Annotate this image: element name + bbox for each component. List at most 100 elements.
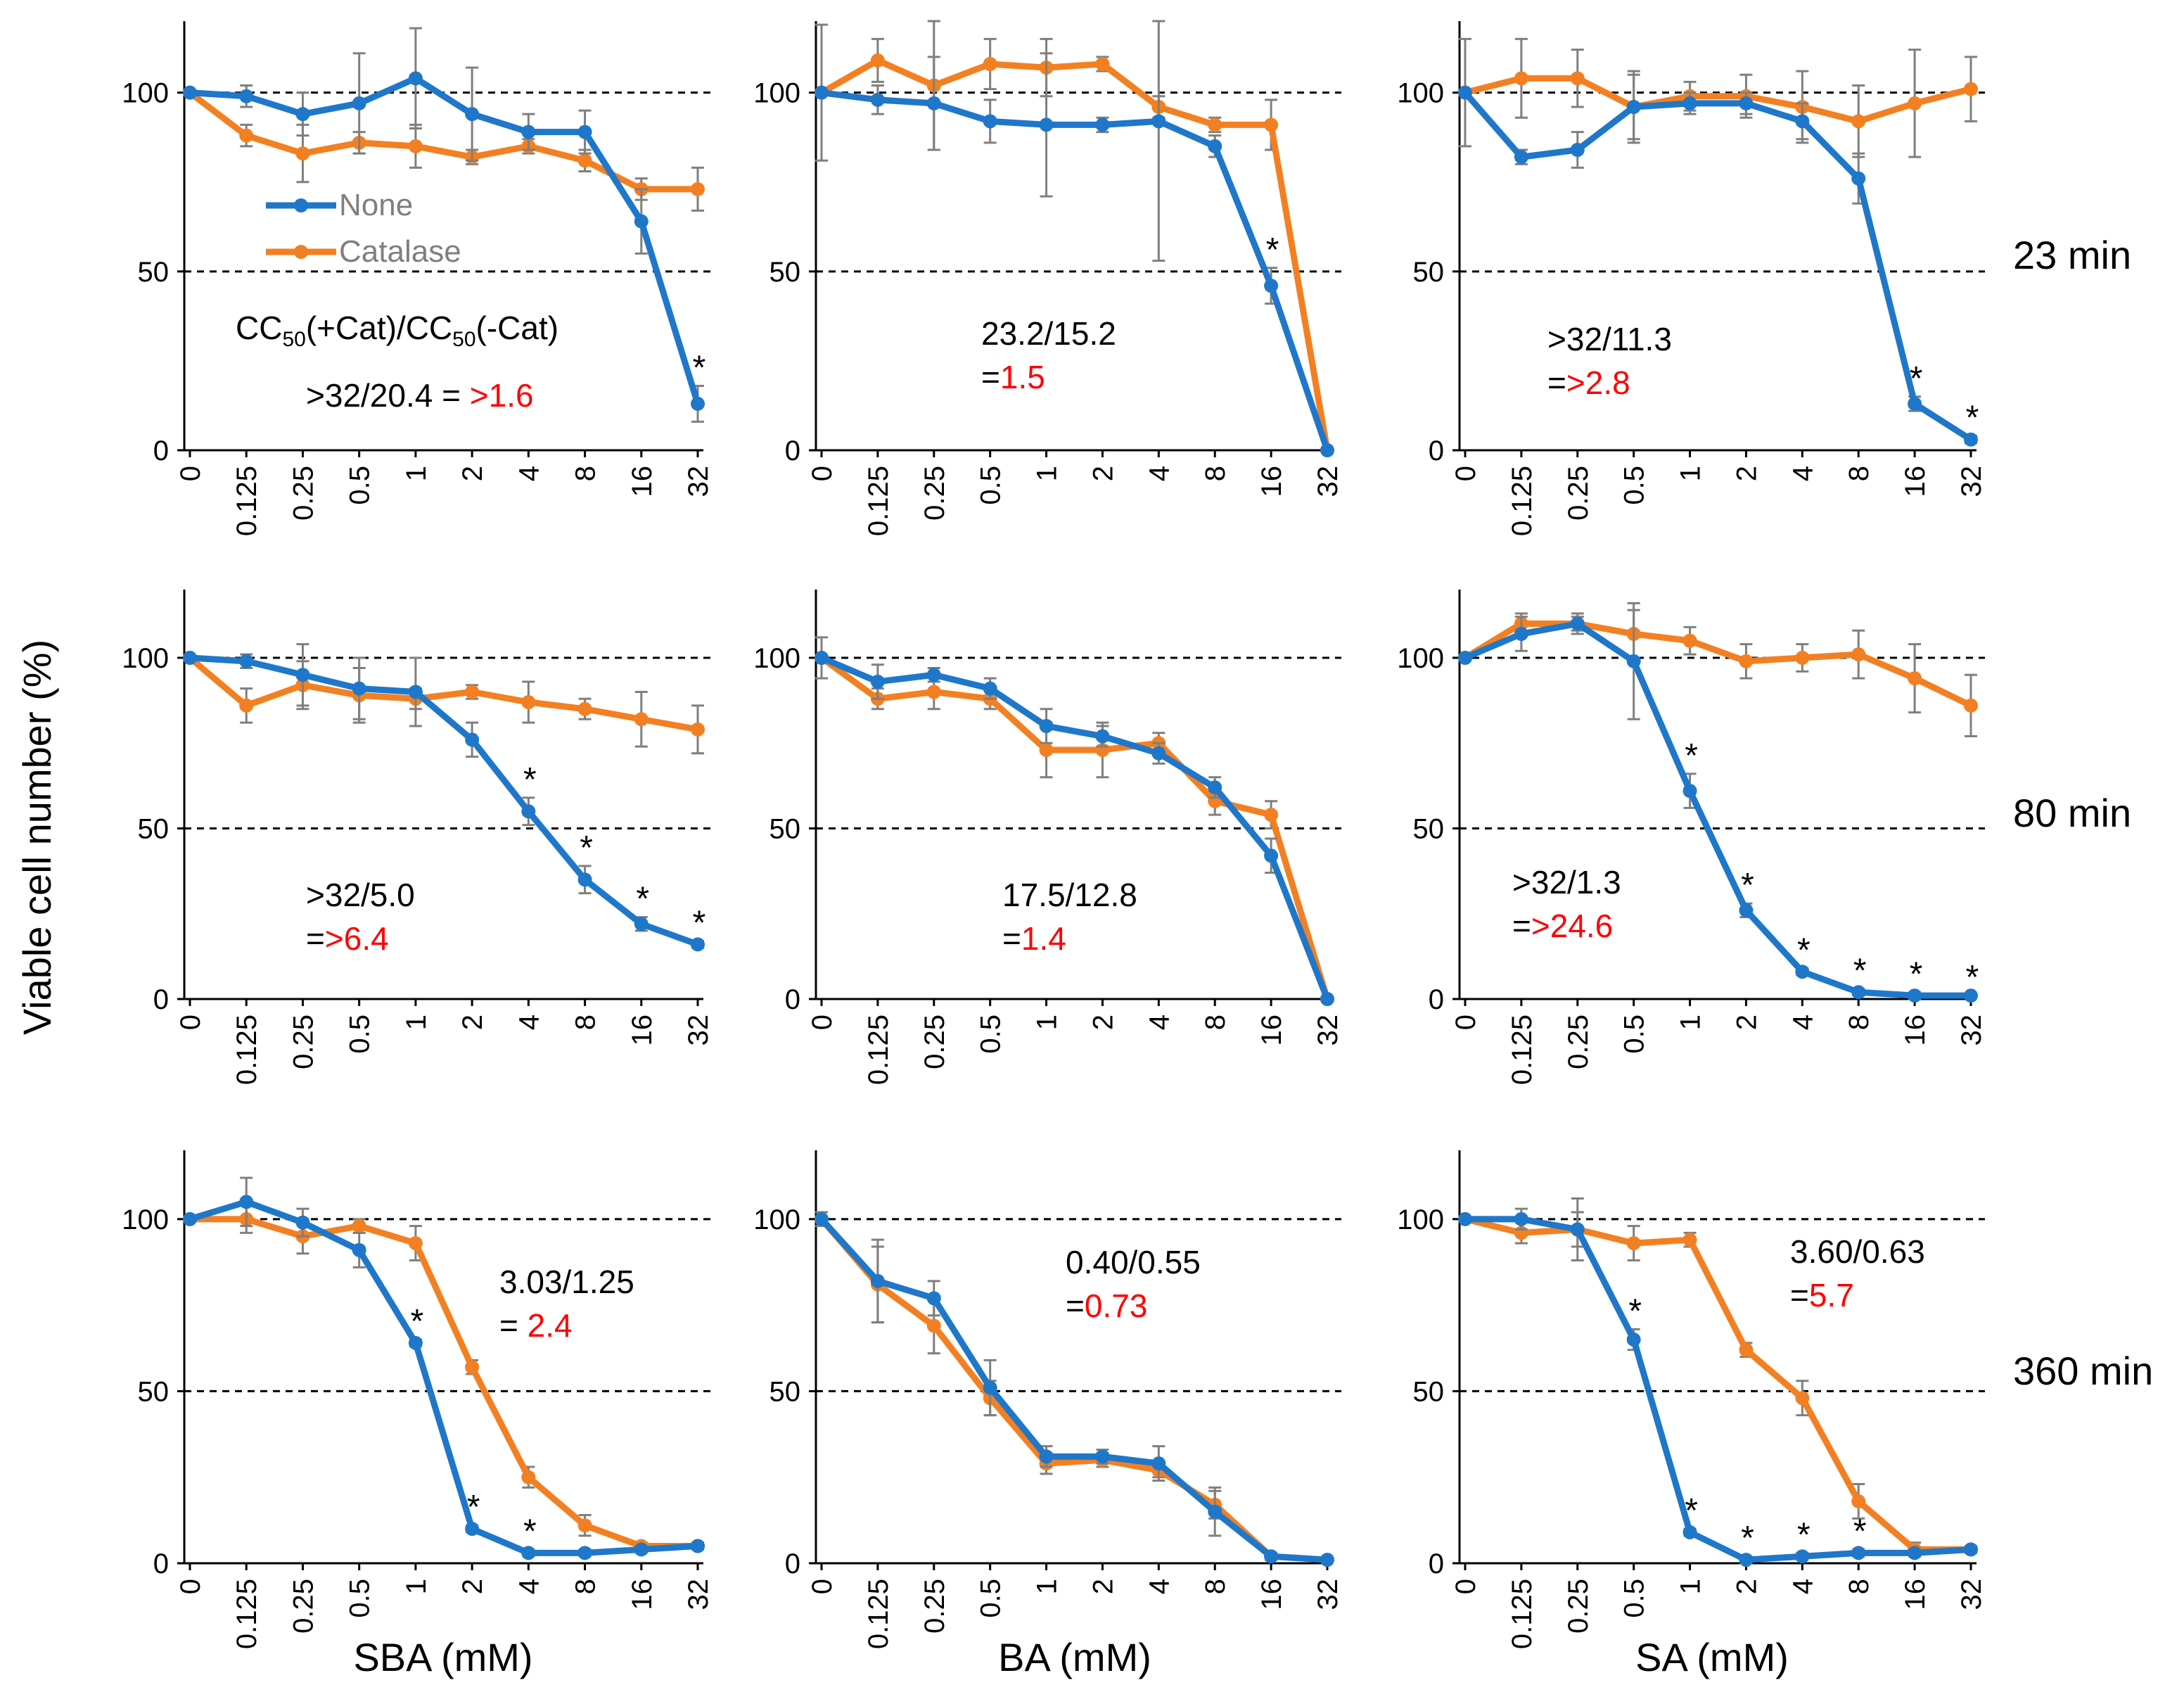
data-point-none	[1908, 1546, 1922, 1560]
ratio-values: >32/20.4 =	[306, 377, 470, 414]
data-point-none	[983, 1380, 997, 1395]
data-point-none	[183, 651, 197, 665]
data-point-none	[1039, 117, 1054, 132]
cc50-ratio-result: =5.7	[1790, 1277, 1854, 1313]
significance-star: *	[1628, 1292, 1642, 1330]
data-point-none	[295, 1215, 310, 1230]
data-point-none	[1458, 1211, 1472, 1226]
data-point-none	[1682, 96, 1697, 110]
x-tick-label: 4	[1787, 1014, 1818, 1030]
x-tick-label: 0.5	[976, 466, 1007, 505]
x-tick-label: 4	[513, 1014, 544, 1030]
ratio-value: 1.5	[1000, 359, 1045, 395]
x-tick-label: 8	[1200, 1014, 1231, 1030]
data-point-catalase	[1682, 1233, 1697, 1247]
x-tick-label: 2	[1731, 1579, 1762, 1594]
series-line-catalase	[188, 90, 698, 193]
x-tick-label: 4	[1787, 466, 1818, 481]
panel-ba-360-min: 0 50 100 0 0.125 0.25 0.5 1 2 4 8 16 32 0.40/0.55 =0.7…	[753, 1150, 1343, 1649]
data-point-none	[183, 1211, 197, 1226]
data-point-catalase	[926, 1318, 941, 1333]
panel-sa-23-min: 0 50 100 0 0.125 0.25 0.5 1 2 4 8 16 32 * * >32/11.3 =>2…	[1397, 21, 1987, 536]
cc50-formula: CC50(+Cat)/CC50(-Cat)	[236, 310, 558, 351]
ratio-value: >1.6	[470, 377, 534, 414]
data-point-none	[983, 114, 997, 129]
x-tick-label: 32	[683, 1579, 714, 1610]
x-tick-label: 8	[570, 1014, 601, 1030]
ratio-value: 2.4	[528, 1307, 573, 1344]
data-point-catalase	[634, 712, 649, 727]
significance-star: *	[1966, 400, 1979, 437]
panel-sba-80-min: 0 50 100 0 0.125 0.25 0.5 1 2 4 8 16 32 * * * * >32/5.0 =>…	[122, 590, 714, 1085]
data-point-catalase	[465, 1360, 480, 1375]
data-point-none	[926, 96, 941, 110]
panel-ba-80-min: 0 50 100 0 0.125 0.25 0.5 1 2 4 8 16 32 17.5/12.8 =1.4	[753, 590, 1343, 1085]
ratio-value: 5.7	[1809, 1277, 1854, 1313]
data-point-none	[870, 92, 885, 107]
significance-star: *	[523, 1513, 537, 1550]
data-point-catalase	[870, 53, 885, 68]
data-point-catalase	[521, 1470, 536, 1484]
x-tick-label: 1	[1032, 1579, 1063, 1594]
x-tick-label: 0.125	[863, 1579, 894, 1649]
y-tick-label: 0	[785, 1548, 800, 1579]
data-point-catalase	[295, 146, 310, 161]
data-point-catalase	[1964, 698, 1978, 713]
cc50-ratio-result: =1.4	[1002, 920, 1066, 957]
data-point-none	[1320, 443, 1334, 457]
data-point-none	[1964, 1542, 1978, 1557]
x-tick-label: 4	[1787, 1579, 1818, 1594]
x-tick-label: 0.5	[345, 1579, 376, 1618]
data-point-none	[352, 1242, 366, 1257]
ratio-equals: =	[306, 920, 325, 957]
x-tick-label: 0	[1450, 1014, 1481, 1030]
series-line-none	[189, 75, 701, 405]
data-point-none	[1851, 1546, 1866, 1560]
series-line-catalase	[1464, 1216, 1971, 1553]
series-line-none	[820, 654, 1331, 1000]
data-point-none	[1095, 729, 1110, 744]
significance-star: *	[1741, 867, 1754, 904]
x-tick-label: 0.5	[976, 1014, 1007, 1054]
data-point-none	[1320, 992, 1334, 1006]
data-point-none	[1682, 1525, 1697, 1539]
ratio-value: 1.4	[1021, 920, 1066, 957]
row-label-23-min: 23 min	[2013, 233, 2131, 277]
data-point-catalase	[1039, 742, 1054, 757]
data-point-none	[1151, 1456, 1166, 1471]
y-tick-label: 0	[153, 435, 169, 466]
data-point-none	[521, 804, 536, 819]
x-tick-label: 8	[1200, 1579, 1231, 1594]
x-tick-label: 16	[1900, 1014, 1931, 1046]
ratio-equals: =	[1547, 364, 1566, 401]
series-line-none	[1465, 1216, 1972, 1563]
significance-star: *	[1797, 931, 1811, 969]
data-point-none	[1795, 965, 1810, 979]
series-line-catalase	[819, 57, 1331, 451]
x-tick-label: 1	[1675, 1579, 1706, 1594]
y-tick-label: 0	[1429, 1548, 1444, 1579]
series-line-catalase	[819, 655, 1331, 1000]
x-tick-label: 8	[570, 466, 601, 481]
y-tick-label: 100	[122, 78, 169, 109]
data-point-catalase	[1514, 71, 1528, 86]
x-tick-label: 16	[1900, 466, 1931, 497]
data-point-catalase	[352, 1219, 366, 1233]
x-tick-label: 0.125	[231, 466, 262, 536]
significance-star: *	[1910, 360, 1923, 397]
x-tick-label: 1	[1032, 1014, 1063, 1030]
significance-star: *	[1685, 1492, 1698, 1529]
x-tick-label: 0.125	[1507, 1579, 1538, 1649]
cc50-ratio-result: = 2.4	[499, 1307, 573, 1344]
data-point-none	[1039, 719, 1054, 733]
ratio-equals: =	[1790, 1277, 1809, 1313]
data-point-none	[1095, 117, 1110, 132]
cc50-ratio-values: >32/1.3	[1512, 864, 1621, 901]
cc50-prefix: CC	[236, 310, 282, 346]
ratio-value: 0.73	[1085, 1287, 1148, 1324]
series-line-none	[819, 1216, 1328, 1563]
data-point-catalase	[521, 695, 536, 710]
cc50-ratio-values: 23.2/15.2	[981, 315, 1116, 352]
data-point-none	[1264, 279, 1279, 293]
